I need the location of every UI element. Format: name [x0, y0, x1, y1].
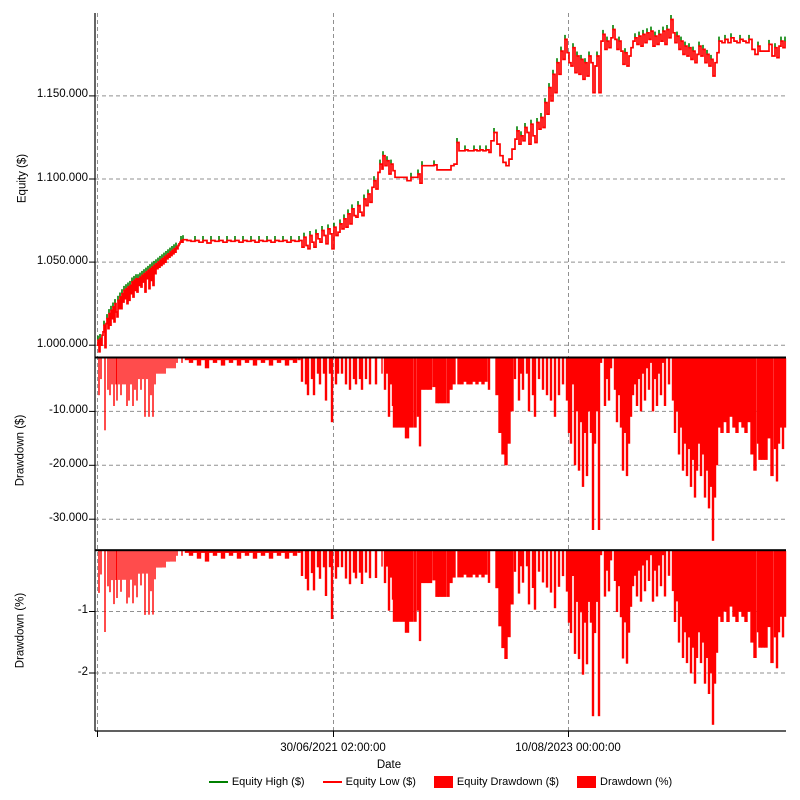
x-axis-title: Date — [376, 759, 402, 771]
legend-label: Equity Drawdown ($) — [456, 776, 560, 788]
legend-rect-swatch — [577, 776, 597, 788]
drawdown-dollar-tick-label: -10.000 — [48, 404, 88, 416]
legend-line-swatch — [322, 781, 342, 783]
equity-tick-label: 1.150.000 — [36, 88, 88, 100]
date-tick-label: 10/08/2023 00:00:00 — [515, 742, 621, 754]
equity-tick-label: 1.000.000 — [36, 338, 88, 350]
date-tick-label: 30/06/2021 02:00:00 — [280, 742, 386, 754]
legend-label: Equity Low ($) — [345, 776, 416, 788]
drawdown-pct-tick-label: -1 — [77, 604, 88, 616]
legend-label: Equity High ($) — [231, 776, 305, 788]
drawdown-pct-series — [98, 551, 787, 725]
legend-item-equity-high: Equity High ($) — [208, 776, 305, 788]
drawdown-dollar-tick-label: -20.000 — [48, 458, 88, 470]
legend-item-drawdown: Drawdown (%) — [577, 776, 672, 788]
legend-line-swatch — [208, 781, 228, 783]
legend-rect-swatch — [433, 776, 453, 788]
chart-legend: Equity High ($) Equity Low ($) Equity Draw… — [95, 773, 786, 791]
legend-label: Drawdown (%) — [600, 776, 673, 788]
equity-tick-label: 1.050.000 — [36, 255, 88, 267]
legend-item-equity-drawdown: Equity Drawdown ($) — [433, 776, 560, 788]
equity-drawdown-dollar-series — [98, 358, 787, 541]
equity-tick-label: 1.100.000 — [36, 172, 88, 184]
drawdown-pct-tick-label: -2 — [77, 666, 88, 678]
equity-low-series — [97, 18, 786, 353]
drawdown-pct-axis-title: Drawdown (%) — [14, 592, 27, 669]
legend-item-equity-low: Equity Low ($) — [322, 776, 416, 788]
drawdown-dollar-tick-label: -30.000 — [48, 512, 88, 524]
equity-high-series — [97, 15, 786, 341]
